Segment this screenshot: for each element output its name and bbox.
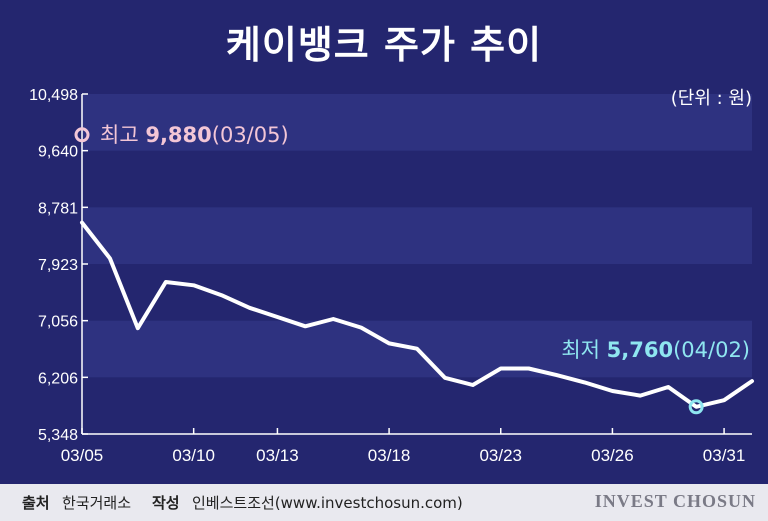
y-tick-label: 6,206 <box>38 370 78 387</box>
x-tick-label: 03/05 <box>61 446 104 465</box>
footer-bar: 출처 한국거래소 작성 인베스트조선(www.investchosun.com)… <box>0 484 768 521</box>
y-tick-label: 8,781 <box>38 200 78 217</box>
grid-bands <box>82 94 752 378</box>
min-annotation: 최저 5,760(04/02) <box>561 338 750 362</box>
source-label: 출처 <box>22 494 50 512</box>
x-tick-label: 03/10 <box>172 446 215 465</box>
x-tick-label: 03/13 <box>256 446 299 465</box>
y-axis-ticks: 10,498 9,640 8,781 7,923 7,056 6,206 5,348 <box>29 87 752 444</box>
page-title: 케이뱅크 주가 추이 <box>225 23 543 67</box>
x-tick-label: 03/18 <box>368 446 411 465</box>
y-tick-label: 10,498 <box>29 87 78 104</box>
y-tick-label: 7,056 <box>38 314 78 331</box>
annotations-layer: 최고 9,880(03/05) 최저 5,760(04/02) <box>74 123 750 415</box>
unit-label: (단위 : 원) <box>671 88 752 109</box>
max-annotation: 최고 9,880(03/05) <box>100 123 289 147</box>
x-tick-label: 03/23 <box>479 446 522 465</box>
line-chart: 10,498 9,640 8,781 7,923 7,056 6,206 5,348 03/… <box>29 87 754 465</box>
x-tick-label: 03/31 <box>703 446 746 465</box>
y-tick-label: 7,923 <box>38 257 78 274</box>
author-label: 작성 <box>152 494 180 512</box>
min-marker <box>688 399 704 415</box>
max-marker <box>74 127 90 143</box>
x-tick-label: 03/26 <box>591 446 634 465</box>
y-tick-label: 9,640 <box>38 144 78 161</box>
series-line <box>80 220 754 409</box>
y-tick-label: 5,348 <box>38 427 78 444</box>
series-layer <box>80 220 754 409</box>
grid-band <box>82 207 752 264</box>
brand-logo: INVEST CHOSUN <box>594 491 756 511</box>
grid-band <box>82 94 752 151</box>
source-value: 한국거래소 <box>62 494 132 512</box>
author-value: 인베스트조선(www.investchosun.com) <box>192 494 463 512</box>
